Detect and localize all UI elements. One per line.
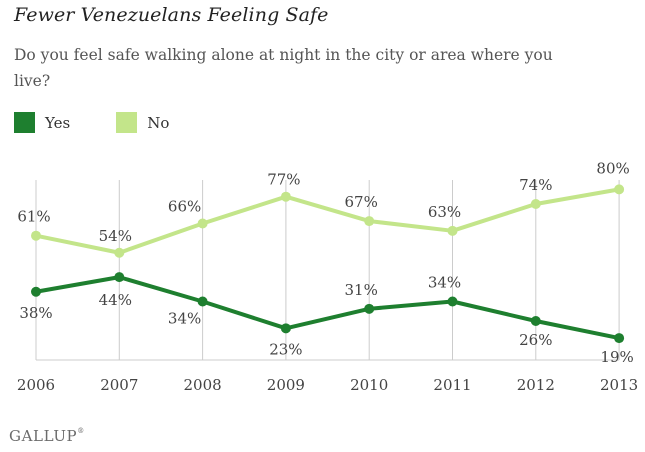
data-label-no-2012: 74%	[519, 176, 552, 194]
data-label-no-2008: 66%	[168, 198, 201, 216]
x-tick-label-2007: 2007	[100, 376, 138, 394]
gallup-trademark: ®	[77, 427, 85, 435]
data-point-yes-2006	[31, 286, 41, 297]
x-tick-label-2008: 2008	[184, 376, 222, 394]
data-label-yes-2008: 34%	[168, 310, 201, 328]
x-tick-label-2011: 2011	[433, 376, 471, 394]
data-label-no-2007: 54%	[99, 227, 132, 245]
data-point-no-2011	[447, 225, 458, 236]
legend-swatch-yes	[14, 112, 35, 133]
data-label-no-2013: 80%	[596, 159, 629, 177]
chart-title: Fewer Venezuelans Feeling Safe	[14, 4, 329, 26]
data-label-yes-2013: 19%	[600, 348, 633, 366]
data-point-yes-2011	[447, 296, 458, 307]
gallup-logo-text: GALLUP	[9, 427, 78, 445]
chart-legend: Yes No	[14, 112, 215, 133]
line-chart: 2006 2007 2008 2009 2010 2011 2012 2013 38% 44% 34…	[17, 159, 638, 394]
data-label-yes-2012: 26%	[519, 331, 552, 349]
data-label-no-2009: 77%	[267, 171, 300, 189]
series-line-yes	[35, 275, 620, 341]
data-label-no-2006: 61%	[17, 208, 50, 226]
data-point-no-2006	[31, 230, 41, 241]
data-point-yes-2008	[197, 296, 208, 307]
data-point-yes-2010	[364, 303, 375, 314]
data-point-no-2009	[280, 191, 291, 202]
data-point-no-2008	[197, 218, 208, 229]
legend-label-no: No	[147, 113, 170, 132]
data-point-no-2007	[114, 247, 125, 258]
legend-item-yes: Yes	[14, 112, 70, 133]
data-point-no-2012	[530, 199, 541, 209]
x-tick-label-2006: 2006	[17, 376, 55, 394]
x-tick-label-2010: 2010	[350, 376, 388, 394]
x-tick-label-2012: 2012	[517, 376, 555, 394]
data-label-yes-2011: 34%	[428, 274, 461, 292]
data-label-no-2010: 67%	[345, 193, 378, 211]
data-point-yes-2013	[614, 333, 625, 344]
legend-label-yes: Yes	[45, 113, 71, 132]
data-label-no-2011: 63%	[428, 203, 461, 221]
series-line-no	[35, 187, 620, 255]
x-tick-label-2013: 2013	[600, 376, 638, 394]
data-point-yes-2012	[530, 316, 541, 326]
data-point-yes-2009	[280, 323, 291, 334]
x-tick-label-2009: 2009	[267, 376, 305, 394]
legend-swatch-no	[116, 112, 138, 133]
data-point-no-2013	[614, 184, 625, 195]
chart-subtitle: Do you feel safe walking alone at night …	[14, 46, 553, 90]
data-point-yes-2007	[114, 272, 125, 283]
data-label-yes-2010: 31%	[345, 281, 378, 299]
data-label-yes-2009: 23%	[269, 340, 302, 358]
gallup-logo: GALLUP®	[9, 427, 84, 445]
legend-item-no: No	[116, 112, 169, 133]
data-label-yes-2006: 38%	[19, 304, 52, 322]
data-point-no-2010	[364, 216, 375, 227]
data-label-yes-2007: 44%	[99, 291, 132, 309]
